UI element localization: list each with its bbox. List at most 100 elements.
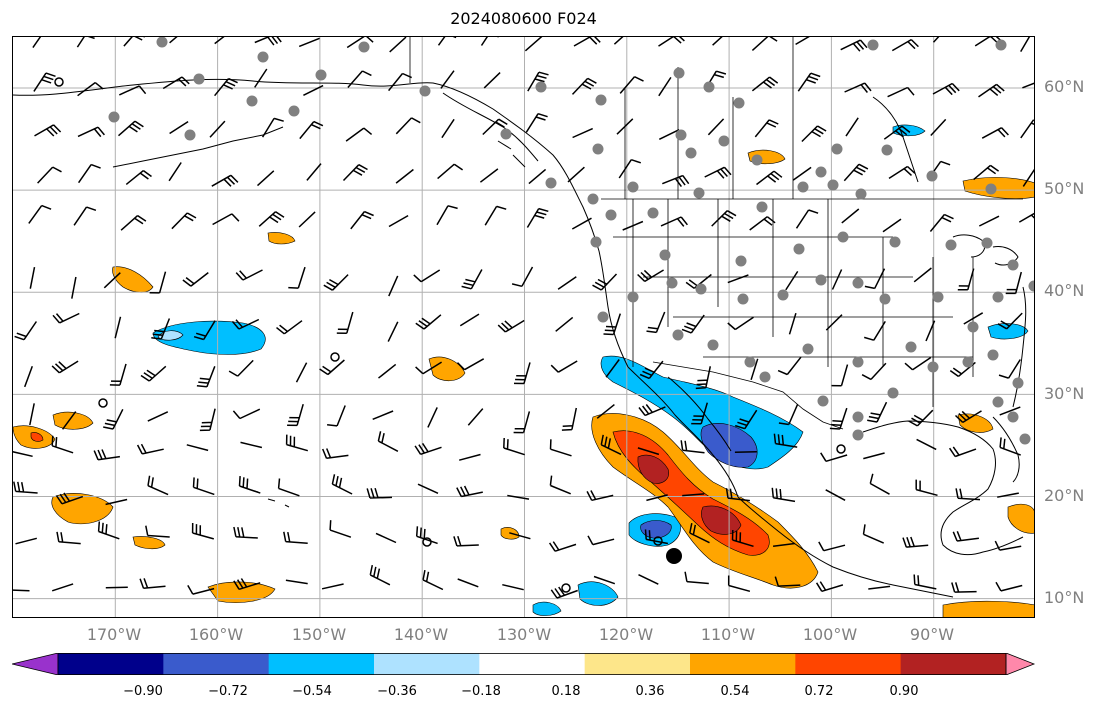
wind-barb [261,117,284,138]
wind-barb [1018,212,1034,223]
wind-barb [214,37,225,45]
station-dot [827,179,839,191]
wind-barb [415,361,442,375]
wind-barb [887,86,915,98]
colorbar-swatch [58,653,164,675]
wind-barb [287,403,304,427]
wind-barb [497,319,525,333]
colorbar-outline [57,653,1007,675]
wind-barb [684,571,709,585]
wind-barb [77,163,101,184]
state-lines [613,199,974,407]
wind-barb [139,578,166,589]
wind-barb [395,117,421,135]
station-dot [1019,433,1031,445]
colorbar-tick-label: 0.54 [720,684,750,699]
wind-barb [13,589,30,592]
political-borders [409,37,1023,430]
wind-barb [932,82,960,96]
station-dot [756,201,768,213]
wind-barb [913,267,932,283]
station-dot [1007,259,1019,271]
wind-barb [973,164,1000,181]
wind-barb [109,363,127,386]
station-dot [945,239,957,251]
wind-barb [254,37,282,46]
wind-barb [140,365,167,382]
wind-barb [929,213,954,232]
station-dot [995,39,1007,51]
wind-barb [97,521,120,540]
wind-barb [277,478,300,497]
wind-barb [639,360,664,380]
anomaly-blob [1007,503,1034,534]
wind-barb [868,585,891,590]
station-dot [315,69,327,81]
wind-barb [369,564,391,586]
station-dot [358,41,370,53]
lon-label-130w: 130°W [496,625,552,644]
wind-barb [56,531,81,545]
station-dot [992,396,1004,408]
colorbar-tick-label: 0.72 [804,684,834,699]
station-dot [985,183,997,195]
large-marker-dot [666,548,682,564]
anomaly-blob [957,413,994,433]
wind-barb [998,359,1021,379]
wind-barb [981,127,1009,139]
wind-barb [29,266,36,289]
wind-barb [415,526,438,545]
wind-barb [815,581,844,593]
wind-barb [727,274,749,284]
wind-barb [235,269,263,281]
wind-barb [603,313,622,336]
map-panel[interactable] [12,36,1035,618]
station-dot [777,289,789,301]
wind-barb [233,578,261,591]
wind-barb [15,537,37,545]
wind-barb [756,170,783,186]
calm-wind-circle [561,583,571,593]
wind-barb [388,72,413,92]
wind-barb [299,120,324,140]
station-dot [815,166,827,178]
station-dot [675,129,687,141]
wind-barb [913,574,937,590]
wind-barb [378,363,397,379]
wind-barb [773,433,798,448]
wind-barb [749,216,776,231]
wind-barb [792,166,812,181]
lon-label-170w: 170°W [86,625,142,644]
wind-barb [820,452,848,463]
wind-barb [734,409,758,430]
station-dot [627,181,639,193]
station-dot [852,356,864,368]
wind-barb [682,493,705,497]
station-dot [855,188,867,200]
wind-barb [957,268,975,291]
anomaly-blob [962,177,1034,199]
wind-barb [978,83,1005,98]
anomaly-blob [532,601,562,616]
station-dot [852,277,864,289]
station-dot [1007,411,1019,423]
wind-barb [456,358,485,371]
wind-barb [232,408,261,420]
station-dot [889,236,901,248]
anomaly-blob [987,323,1029,340]
anomaly-blob [577,581,619,606]
station-dot [1028,280,1034,292]
wind-barb [689,523,710,544]
wind-barb [829,407,848,430]
coastline-florida [992,416,1020,483]
lon-label-90w: 90°W [909,625,955,644]
wind-barb [459,313,480,327]
anomaly-blob [207,581,276,603]
lon-label-120w: 120°W [598,625,654,644]
wind-barb [557,276,577,290]
wind-barb [841,208,860,224]
wind-barb [527,71,549,92]
wind-barb [283,531,308,544]
wind-barb [785,270,799,291]
coastline-aleutians [112,126,284,168]
